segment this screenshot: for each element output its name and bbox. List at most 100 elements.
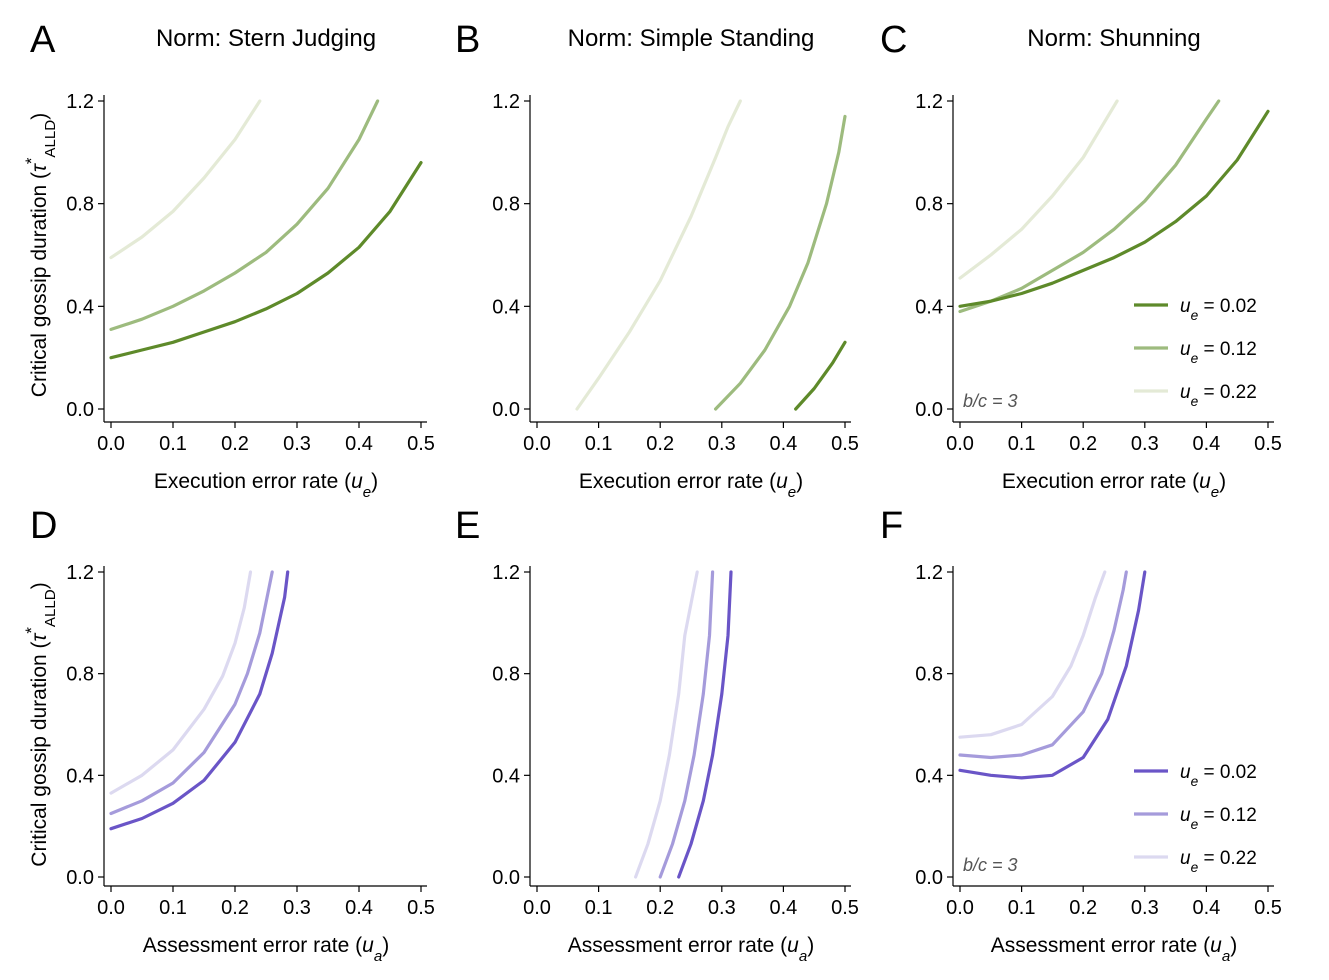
x-tick-label: 0.3 [1131, 433, 1159, 455]
series-line-2 [958, 99, 1221, 314]
bc-annotation: b/c = 3 [963, 855, 1018, 875]
x-tick-label: 0.5 [831, 897, 859, 919]
x-tick-label: 0.5 [1254, 897, 1282, 919]
y-tick-label: 0.8 [66, 664, 94, 686]
y-tick-label: 0.0 [492, 867, 520, 889]
panel-title: Norm: Simple Standing [568, 25, 815, 52]
x-axis-label: Execution error rate (ue) [1002, 470, 1226, 501]
y-tick-label: 0.4 [66, 765, 94, 787]
x-tick-label: 0.0 [97, 897, 125, 919]
x-tick-label: 0.0 [946, 433, 974, 455]
series-line-2 [109, 99, 380, 331]
x-axis-label: Execution error rate (ue) [579, 470, 803, 501]
x-tick-label: 0.2 [1069, 433, 1097, 455]
x-tick-label: 0.4 [1192, 897, 1220, 919]
x-tick-label: 0.1 [159, 433, 187, 455]
x-tick-label: 0.5 [407, 433, 435, 455]
panel-letter: D [30, 505, 57, 547]
series-line-1 [677, 570, 733, 879]
x-tick-label: 0.4 [1192, 433, 1220, 455]
panel-title: Norm: Shunning [1027, 25, 1200, 52]
x-tick-label: 0.3 [708, 897, 736, 919]
x-tick-label: 0.0 [946, 897, 974, 919]
panel-title: Norm: Stern Judging [156, 25, 376, 52]
x-tick-label: 0.1 [585, 897, 613, 919]
series-line-2 [714, 114, 847, 411]
series-line-3 [958, 570, 1107, 739]
x-tick-label: 0.2 [646, 897, 674, 919]
x-tick-label: 0.0 [523, 433, 551, 455]
series-line-1 [958, 109, 1270, 308]
y-tick-label: 1.2 [66, 562, 94, 584]
x-axis-label: Execution error rate (ue) [154, 470, 378, 501]
y-tick-label: 0.4 [492, 765, 520, 787]
series-line-3 [958, 99, 1119, 280]
legend-label: ue = 0.22 [1180, 382, 1257, 409]
y-tick-label: 1.2 [66, 91, 94, 113]
panel-letter: C [880, 19, 907, 61]
panel-letter: B [455, 19, 480, 61]
panel-letter: E [455, 505, 480, 547]
series-line-3 [109, 570, 253, 795]
panel-B: B Norm: Simple Standing 0.0 0.4 0.8 1.2 0.0 0.1… [455, 19, 859, 501]
y-tick-label: 0.0 [915, 399, 943, 421]
y-tick-label: 0.8 [915, 194, 943, 216]
x-tick-label: 0.2 [1069, 897, 1097, 919]
series-line-2 [958, 570, 1128, 760]
panel-F: F 0.0 0.4 0.8 1.2 0.0 0.1 0.2 0.3 0.4 0.5 Assessmen… [880, 505, 1282, 965]
series-line-3 [634, 570, 699, 879]
legend-label: ue = 0.12 [1180, 339, 1257, 366]
y-tick-label: 1.2 [492, 562, 520, 584]
y-tick-label: 0.8 [915, 664, 943, 686]
y-tick-label: 0.4 [492, 296, 520, 318]
y-tick-label: 0.8 [492, 194, 520, 216]
legend-label: ue = 0.12 [1180, 805, 1257, 832]
panel-A: A Norm: Stern Judging 0.0 0.4 0.8 1.2 0.0 0.1 0.… [22, 19, 435, 501]
legend-label: ue = 0.22 [1180, 848, 1257, 875]
legend-label: ue = 0.02 [1180, 762, 1257, 789]
x-tick-label: 0.3 [283, 897, 311, 919]
x-tick-label: 0.2 [221, 897, 249, 919]
x-tick-label: 0.3 [708, 433, 736, 455]
y-tick-label: 1.2 [915, 91, 943, 113]
x-tick-label: 0.4 [769, 433, 797, 455]
series-line-2 [658, 570, 715, 879]
panel-letter: F [880, 505, 903, 547]
series-line-3 [109, 99, 262, 260]
y-axis-label: Critical gossip duration (τ*ALLD) [22, 582, 59, 866]
y-tick-label: 1.2 [915, 562, 943, 584]
x-axis-label: Assessment error rate (ua) [568, 934, 815, 965]
panel-E: E 0.0 0.4 0.8 1.2 0.0 0.1 0.2 0.3 0.4 0.5 Assessmen… [455, 505, 859, 965]
x-tick-label: 0.2 [221, 433, 249, 455]
x-tick-label: 0.1 [159, 897, 187, 919]
y-tick-label: 1.2 [492, 91, 520, 113]
x-tick-label: 0.5 [831, 433, 859, 455]
x-tick-label: 0.4 [345, 433, 373, 455]
series-line-2 [109, 570, 274, 816]
x-tick-label: 0.5 [407, 897, 435, 919]
panel-letter: A [30, 19, 56, 61]
series-line-1 [109, 161, 423, 360]
x-tick-label: 0.1 [585, 433, 613, 455]
y-tick-label: 0.4 [915, 296, 943, 318]
bc-annotation: b/c = 3 [963, 391, 1018, 411]
y-tick-label: 0.4 [915, 765, 943, 787]
y-tick-label: 0.0 [66, 399, 94, 421]
x-tick-label: 0.1 [1008, 433, 1036, 455]
panel-C: C Norm: Shunning 0.0 0.4 0.8 1.2 0.0 0.1 0.2 0.3 0… [880, 19, 1282, 501]
x-axis-label: Assessment error rate (ua) [143, 934, 390, 965]
series-line-1 [794, 340, 847, 411]
series-line-1 [958, 570, 1147, 780]
x-tick-label: 0.0 [523, 897, 551, 919]
x-axis-label: Assessment error rate (ua) [991, 934, 1238, 965]
x-tick-label: 0.5 [1254, 433, 1282, 455]
series-line-1 [109, 570, 290, 831]
x-tick-label: 0.0 [97, 433, 125, 455]
x-tick-label: 0.1 [1008, 897, 1036, 919]
y-tick-label: 0.0 [66, 867, 94, 889]
y-tick-label: 0.8 [492, 664, 520, 686]
x-tick-label: 0.3 [1131, 897, 1159, 919]
x-tick-label: 0.2 [646, 433, 674, 455]
y-tick-label: 0.0 [492, 399, 520, 421]
